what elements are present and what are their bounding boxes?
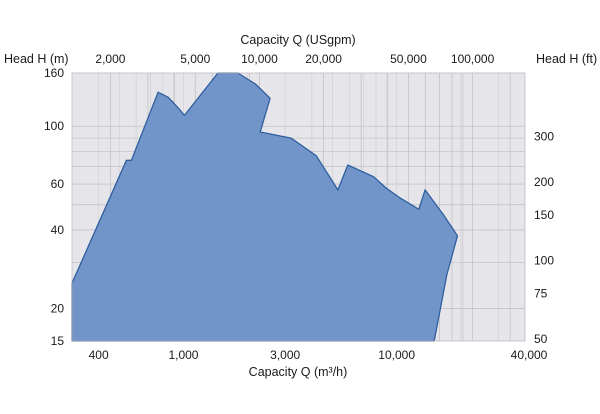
top-tick-label: 2,000	[95, 52, 125, 66]
right-tick-label: 200	[534, 175, 554, 189]
left-tick-label: 60	[51, 177, 65, 191]
top-tick-labels: 2,000 5,000 10,000 20,000 50,000 100,000	[95, 52, 494, 66]
right-tick-label: 100	[534, 254, 554, 268]
bottom-tick-label: 3,000	[270, 348, 300, 362]
left-tick-label: 40	[51, 223, 65, 237]
bottom-axis-title: Capacity Q (m³/h)	[249, 365, 348, 379]
left-tick-label: 100	[44, 119, 64, 133]
left-tick-labels: 15 20 40 60 100 160	[44, 66, 64, 348]
right-tick-labels: 50 75 100 150 200 300	[534, 129, 554, 346]
left-tick-label: 160	[44, 66, 64, 80]
right-tick-label: 300	[534, 129, 554, 143]
bottom-tick-label: 40,000	[511, 348, 548, 362]
plot-frame	[71, 72, 526, 342]
top-tick-label: 50,000	[390, 52, 427, 66]
left-tick-label: 15	[51, 334, 65, 348]
right-tick-label: 150	[534, 208, 554, 222]
operating-range-area	[71, 72, 459, 342]
top-tick-label: 100,000	[451, 52, 495, 66]
left-axis-title: Head H (m)	[4, 52, 69, 66]
bottom-tick-label: 10,000	[378, 348, 415, 362]
top-tick-label: 20,000	[305, 52, 342, 66]
top-tick-label: 10,000	[241, 52, 278, 66]
bottom-tick-label: 1,000	[168, 348, 198, 362]
left-tick-label: 20	[51, 301, 65, 315]
right-tick-label: 75	[534, 286, 548, 300]
top-axis-title: Capacity Q (USgpm)	[240, 33, 355, 47]
top-tick-label: 5,000	[180, 52, 210, 66]
bottom-tick-label: 400	[89, 348, 109, 362]
bottom-tick-labels: 400 1,000 3,000 10,000 40,000	[89, 348, 548, 362]
right-axis-title: Head H (ft)	[536, 52, 597, 66]
right-tick-label: 50	[534, 332, 548, 346]
